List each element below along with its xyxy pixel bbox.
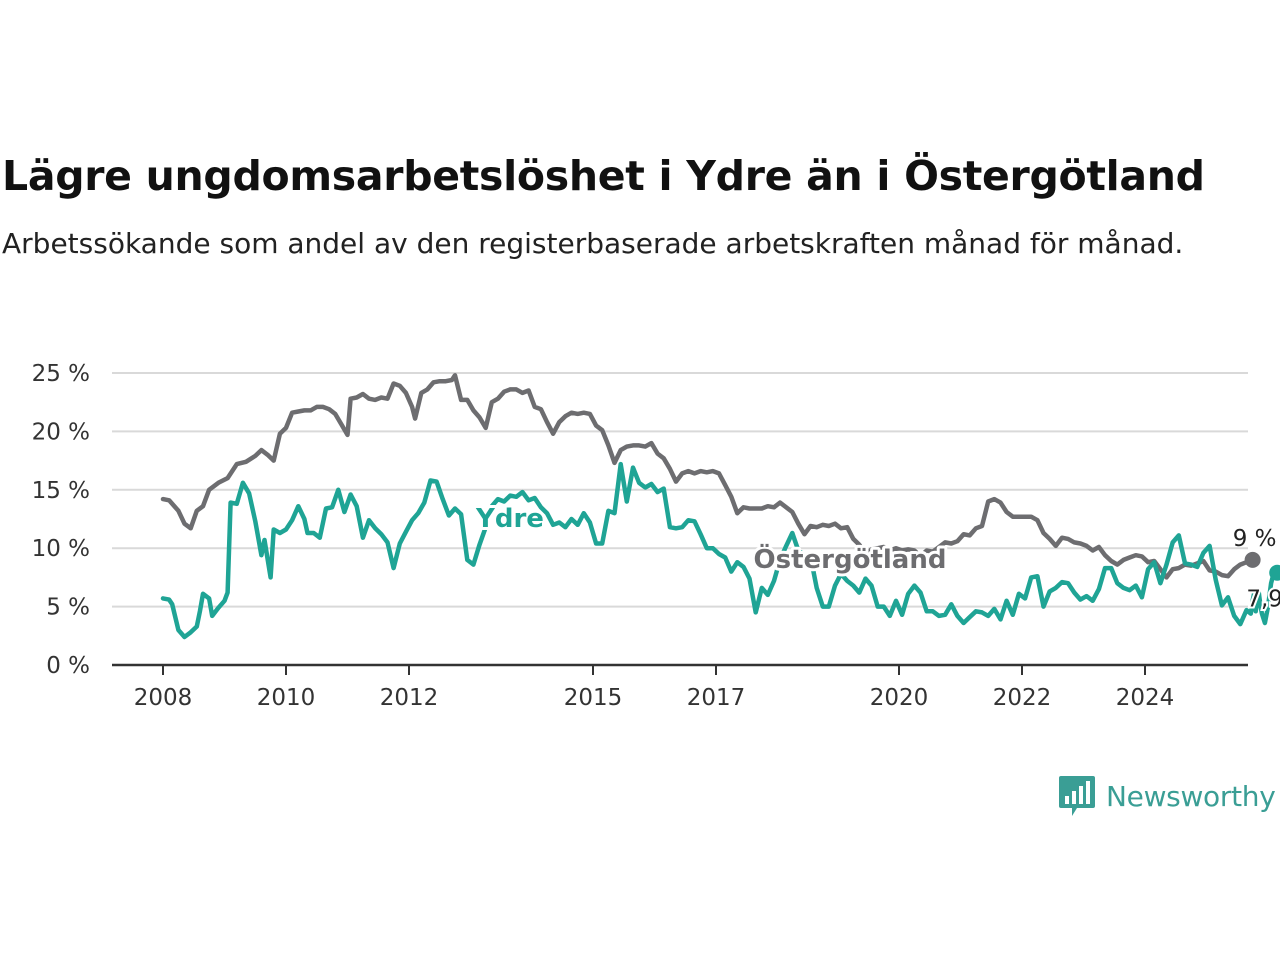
x-axis-ticks: 2008 2010 2012 2015 2017 2020 2022 2024 (134, 665, 1175, 711)
series-labels: 9 % 7,9 % Östergötland Ydre (472, 501, 1280, 615)
y-axis-ticks: 0 % 5 % 10 % 15 % 20 % 25 % (32, 361, 90, 679)
chart-title: Lägre ungdomsarbetslöshet i Ydre än i Ös… (2, 152, 1205, 200)
end-value-label-ydre: 7,9 % (1246, 587, 1280, 613)
y-tick-label: 25 % (32, 361, 90, 387)
y-tick-label: 5 % (46, 595, 90, 621)
series-line-sterg-tland (160, 373, 1255, 580)
y-tick-label: 0 % (46, 653, 90, 679)
series-lines (160, 373, 1280, 640)
gridlines (112, 372, 1248, 667)
y-tick-label: 15 % (32, 478, 90, 504)
x-tick-label: 2022 (993, 685, 1052, 711)
newsworthy-logo: Newsworthy (1058, 774, 1276, 818)
x-tick-label: 2012 (380, 685, 439, 711)
brand-name: Newsworthy (1106, 779, 1276, 813)
x-tick-label: 2015 (564, 685, 623, 711)
y-tick-label: 10 % (32, 536, 90, 562)
x-tick-label: 2008 (134, 685, 193, 711)
series-label-ostergotland: Östergötland (754, 542, 947, 575)
series-label-ydre: Ydre (475, 504, 544, 534)
y-tick-label: 20 % (32, 419, 90, 445)
end-value-label-ostergotland: 9 % (1233, 526, 1277, 552)
series-end-point-ydre (1269, 564, 1280, 581)
x-tick-label: 2020 (870, 685, 929, 711)
chart-subtitle: Arbetssökande som andel av den registerb… (2, 227, 1184, 260)
bar-chart-speech-bubble-icon (1059, 776, 1095, 816)
x-tick-label: 2024 (1116, 685, 1175, 711)
series-line-ydre (160, 461, 1280, 640)
x-tick-label: 2010 (257, 685, 316, 711)
series-end-point-sterg-tland (1244, 551, 1261, 568)
x-tick-label: 2017 (687, 685, 746, 711)
